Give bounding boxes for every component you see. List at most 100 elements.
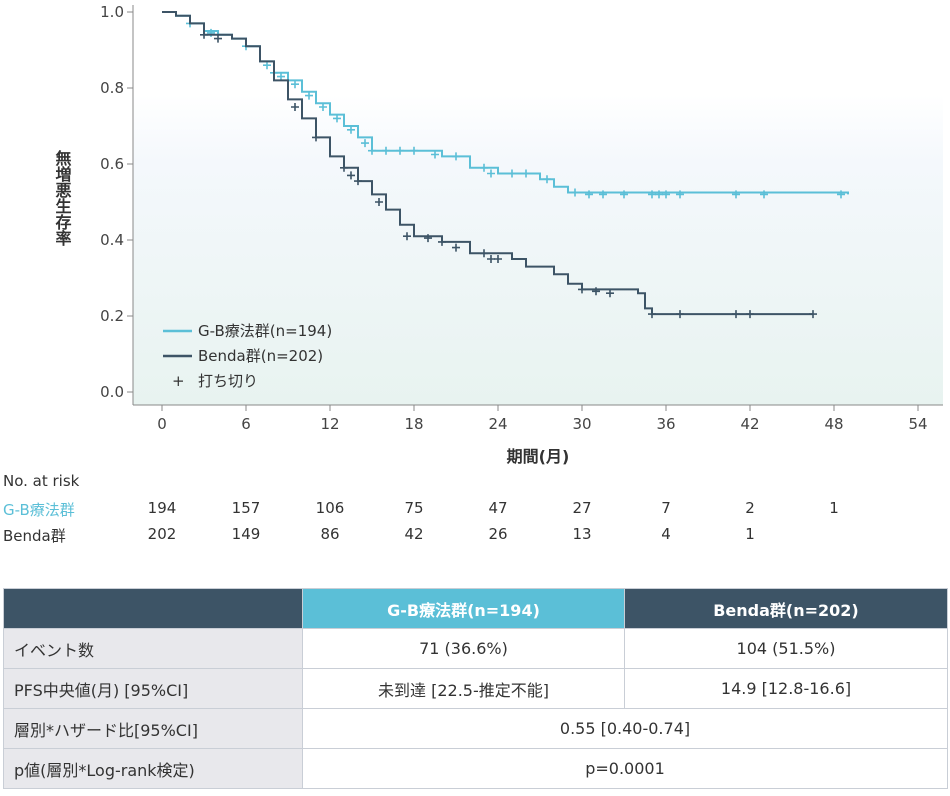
km-chart: 0.0 0.2 0.4 0.6 0.8 1.0 0 6 12 18 24 30 36 42 48 54 無増… <box>53 3 943 466</box>
risk-value: 106 <box>315 499 345 517</box>
censor-mark <box>760 190 768 199</box>
header-benda: Benda群(n=202) <box>624 588 948 629</box>
censor-mark <box>263 61 271 70</box>
median-pfs-benda: 14.9 [12.8-16.6] <box>624 668 948 709</box>
risk-value: 26 <box>488 525 508 543</box>
censor-mark <box>732 190 740 199</box>
events-benda: 104 (51.5%) <box>624 628 948 669</box>
censor-mark <box>333 114 341 123</box>
x-tick-label: 48 <box>824 415 843 433</box>
y-tick-label: 1.0 <box>100 3 124 21</box>
x-tick-label: 36 <box>656 415 675 433</box>
risk-value: 75 <box>404 499 424 517</box>
censor-mark <box>403 232 411 241</box>
risk-row-label-gb: G-B療法群 <box>3 501 75 519</box>
censor-mark <box>382 146 390 155</box>
censor-mark <box>578 285 586 294</box>
axes <box>132 5 943 406</box>
censor-mark <box>305 91 313 100</box>
x-tick-label: 18 <box>404 415 423 433</box>
y-axis-ticks: 0.0 0.2 0.4 0.6 0.8 1.0 <box>100 3 133 401</box>
censor-mark <box>291 80 299 89</box>
x-tick-label: 6 <box>241 415 251 433</box>
legend-label-censor: 打ち切り <box>198 372 258 390</box>
p-value: p=0.0001 <box>302 748 948 789</box>
risk-value: 149 <box>231 525 261 543</box>
censor-mark <box>214 34 222 43</box>
risk-value: 42 <box>404 525 424 543</box>
censor-mark <box>354 177 362 186</box>
x-tick-label: 54 <box>908 415 927 433</box>
row-label-p-value: p値(層別*Log-rank検定) <box>3 748 303 789</box>
risk-value: 86 <box>320 525 340 543</box>
y-tick-label: 0.0 <box>100 383 124 401</box>
censor-mark <box>375 198 383 206</box>
censor-mark <box>487 169 495 178</box>
censor-mark <box>571 188 579 197</box>
risk-value: 4 <box>661 525 671 543</box>
survival-curve <box>162 11 813 316</box>
censor-mark <box>396 146 404 155</box>
y-tick-label: 0.6 <box>100 155 124 173</box>
censor-mark <box>452 152 460 161</box>
censor-mark <box>662 190 670 199</box>
risk-value: 1 <box>745 525 755 543</box>
censor-mark <box>494 255 502 263</box>
censor-mark <box>508 169 516 178</box>
series-layer <box>162 11 849 319</box>
censor-mark <box>487 255 495 263</box>
censor-mark <box>585 190 593 199</box>
risk-value: 27 <box>572 499 592 517</box>
censor-mark <box>480 163 488 172</box>
results-header-row: G-B療法群(n=194) Benda群(n=202) <box>3 588 948 629</box>
censor-mark <box>543 175 551 184</box>
censor-mark <box>200 30 208 39</box>
plot-background <box>133 95 943 405</box>
censor-mark <box>452 243 460 252</box>
censor-mark <box>599 190 607 199</box>
censor-mark <box>347 171 355 180</box>
results-table: G-B療法群(n=194) Benda群(n=202) イベント数 71 (36… <box>3 588 948 789</box>
censor-mark <box>655 190 663 199</box>
x-tick-label: 24 <box>488 415 507 433</box>
risk-value: 202 <box>147 525 177 543</box>
series-benda <box>162 11 817 319</box>
censor-mark <box>424 234 432 243</box>
row-label-median-pfs: PFS中央値(月) [95%CI] <box>3 668 303 709</box>
censor-mark <box>431 150 439 159</box>
row-p-value: p値(層別*Log-rank検定) p=0.0001 <box>3 748 948 789</box>
censor-mark <box>648 310 656 319</box>
censor-mark <box>522 169 530 178</box>
header-gb: G-B療法群(n=194) <box>302 588 625 629</box>
censor-mark <box>361 139 369 148</box>
censor-mark <box>347 125 355 134</box>
y-tick-label: 0.4 <box>100 231 124 249</box>
x-axis-ticks: 0 6 12 18 24 30 36 42 48 54 <box>157 405 928 433</box>
censor-mark <box>620 190 628 199</box>
censor-mark <box>606 289 614 298</box>
legend-label-benda: Benda群(n=202) <box>198 347 323 365</box>
risk-row-label-benda: Benda群 <box>3 527 66 545</box>
censor-marker-icon: + <box>172 372 185 390</box>
censor-mark <box>732 310 740 319</box>
censor-mark <box>438 237 446 246</box>
risk-value: 194 <box>147 499 177 517</box>
risk-value: 157 <box>231 499 261 517</box>
y-tick-label: 0.8 <box>100 79 124 97</box>
x-tick-label: 0 <box>157 415 167 433</box>
legend: G-B療法群(n=194) Benda群(n=202) + 打ち切り <box>163 322 332 390</box>
risk-value: 13 <box>572 525 592 543</box>
censor-mark <box>277 72 285 81</box>
censor-mark <box>592 287 600 296</box>
risk-value: 7 <box>661 499 671 517</box>
censor-mark <box>676 310 684 319</box>
row-label-events: イベント数 <box>3 628 303 669</box>
x-tick-label: 30 <box>572 415 591 433</box>
y-axis-title: 無増悪生存率 <box>53 149 72 247</box>
censor-mark <box>410 146 418 155</box>
censor-mark <box>837 190 845 199</box>
row-label-hazard-ratio: 層別*ハザード比[95%CI] <box>3 708 303 749</box>
censor-mark <box>746 310 754 319</box>
censor-mark <box>368 146 376 155</box>
risk-value: 47 <box>488 499 508 517</box>
